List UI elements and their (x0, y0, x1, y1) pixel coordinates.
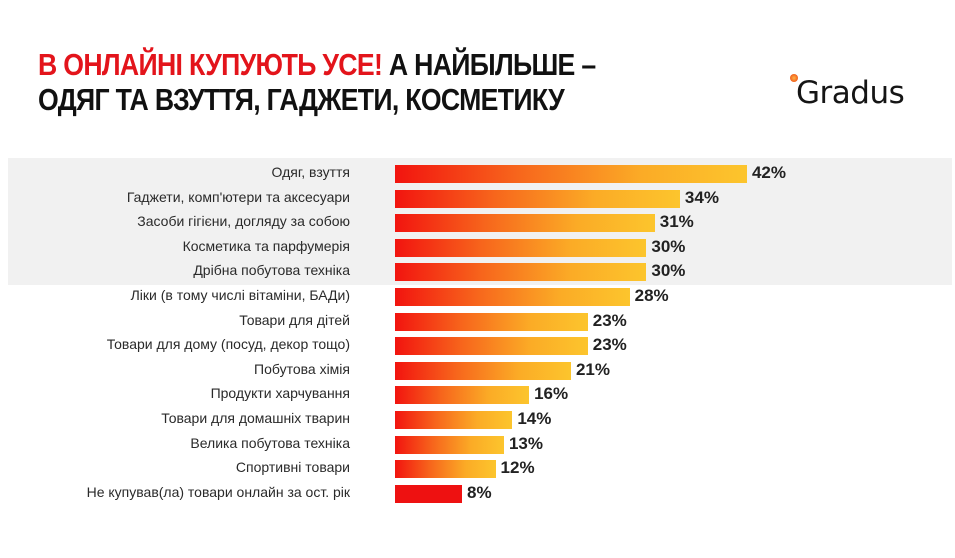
bar (395, 263, 647, 282)
category-label: Продукти харчування (210, 385, 350, 402)
category-label: Спортивні товари (235, 459, 350, 476)
bar-row: Спортивні товари 12% (0, 458, 955, 482)
bar-row: Товари для дому (посуд, декор тощо) 23% (0, 335, 955, 359)
value-label: 28% (634, 286, 669, 305)
value-label: 14% (517, 409, 552, 428)
bar (395, 361, 571, 380)
value-label: 23% (592, 335, 627, 355)
category-label: Велика побутова техніка (190, 434, 350, 451)
bar (395, 238, 647, 257)
category-label: Одяг, взуття (271, 164, 350, 180)
bar-row: Велика побутова техніка 13% (0, 434, 955, 458)
bar (395, 386, 530, 405)
bar (395, 165, 747, 183)
bar-row: Продукти харчування 16% (0, 384, 955, 408)
bar (395, 288, 630, 306)
bar (395, 435, 504, 454)
category-label: Товари для дому (посуд, декор тощо) (106, 336, 350, 353)
bar-row: Не купував(ла) товари онлайн за ост. рік… (0, 483, 955, 507)
bar (395, 189, 680, 208)
bar-row: Гаджети, комп'ютери та аксесуари 34% (0, 188, 955, 212)
value-label: 42% (751, 163, 786, 182)
bar-row: Засоби гігієни, догляду за собою 31% (0, 212, 955, 236)
bar-row: Товари для дітей 23% (0, 311, 955, 335)
value-label: 31% (659, 212, 694, 232)
value-label: 13% (508, 433, 543, 453)
title-red-part: В ОНЛАЙНІ КУПУЮТЬ УСЕ! (38, 47, 383, 82)
value-label: 30% (651, 261, 686, 281)
category-label: Гаджети, комп'ютери та аксесуари (126, 188, 350, 205)
bar-row: Товари для домашніх тварин 14% (0, 409, 955, 433)
bar-row: Ліки (в тому числі вітаміни, БАДи) 28% (0, 286, 955, 310)
bar (395, 484, 463, 503)
category-label: Не купував(ла) товари онлайн за ост. рік (86, 483, 350, 500)
category-label: Побутова хімія (254, 360, 350, 377)
category-label: Засоби гігієни, догляду за собою (137, 213, 350, 230)
bar (395, 460, 496, 479)
chart-title: В ОНЛАЙНІ КУПУЮТЬ УСЕ! А НАЙБІЛЬШЕ – ОДЯ… (38, 47, 596, 117)
logo-dot-icon (790, 74, 798, 82)
title-line-1: В ОНЛАЙНІ КУПУЮТЬ УСЕ! А НАЙБІЛЬШЕ – (38, 47, 596, 82)
value-label: 34% (684, 187, 719, 207)
bar (395, 411, 513, 429)
bar (395, 337, 588, 356)
gradus-logo: Gradus (796, 75, 905, 111)
category-label: Дрібна побутова техніка (193, 262, 350, 279)
value-label: 12% (500, 458, 535, 478)
category-label: Товари для домашніх тварин (161, 410, 350, 426)
category-label: Товари для дітей (239, 311, 350, 328)
value-label: 23% (592, 310, 627, 330)
bar-row: Одяг, взуття 42% (0, 163, 955, 187)
value-label: 21% (575, 359, 610, 379)
title-black-part: А НАЙБІЛЬШЕ – (382, 47, 596, 82)
value-label: 16% (534, 384, 569, 404)
category-label: Косметика та парфумерія (182, 237, 350, 254)
bar (395, 312, 588, 331)
bar (395, 214, 655, 233)
title-line-2: ОДЯГ ТА ВЗУТТЯ, ГАДЖЕТИ, КОСМЕТИКУ (38, 82, 565, 117)
value-label: 30% (651, 236, 686, 256)
bar-row: Дрібна побутова техніка 30% (0, 261, 955, 285)
value-label: 8% (467, 482, 492, 502)
category-label: Ліки (в тому числі вітаміни, БАДи) (130, 287, 350, 303)
bar-row: Косметика та парфумерія 30% (0, 237, 955, 261)
bar-row: Побутова хімія 21% (0, 360, 955, 384)
